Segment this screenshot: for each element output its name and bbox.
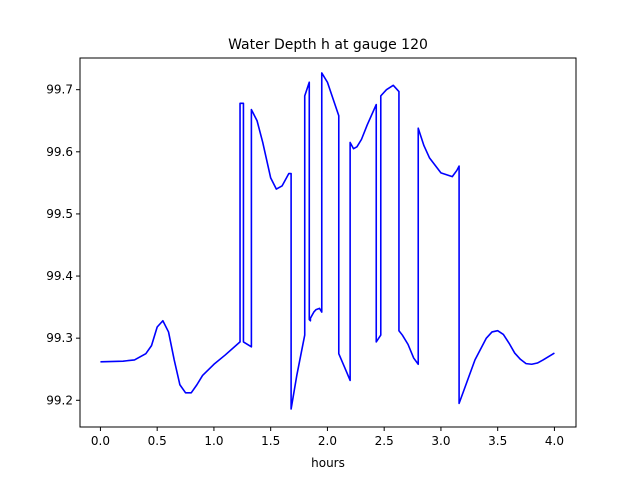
series-layer bbox=[100, 72, 555, 410]
chart-title: Water Depth h at gauge 120 bbox=[228, 37, 428, 53]
x-tick-label: 0.0 bbox=[91, 434, 110, 448]
y-tick-label: 99.4 bbox=[46, 269, 73, 283]
x-tick-label: 3.0 bbox=[431, 434, 450, 448]
x-tick-label: 0.5 bbox=[148, 434, 167, 448]
plot-frame bbox=[79, 57, 577, 428]
y-tick-label: 99.5 bbox=[46, 207, 73, 221]
x-tick-label: 1.0 bbox=[204, 434, 223, 448]
x-tick-label: 3.5 bbox=[488, 434, 507, 448]
water-depth-line bbox=[100, 72, 555, 410]
y-axis: 99.2 99.3 99.4 99.5 99.6 99.7 bbox=[46, 83, 80, 407]
x-axis-label: hours bbox=[311, 456, 345, 470]
x-tick-label: 2.5 bbox=[375, 434, 394, 448]
x-tick-label: 1.5 bbox=[261, 434, 280, 448]
y-tick-label: 99.2 bbox=[46, 393, 73, 407]
y-tick-label: 99.7 bbox=[46, 83, 73, 97]
y-tick-label: 99.6 bbox=[46, 145, 73, 159]
plot-region bbox=[100, 72, 555, 410]
y-tick-label: 99.3 bbox=[46, 331, 73, 345]
x-tick-label: 2.0 bbox=[318, 434, 337, 448]
x-tick-label: 4.0 bbox=[545, 434, 564, 448]
x-axis: 0.0 0.5 1.0 1.5 2.0 2.5 3.0 3.5 4.0 bbox=[91, 427, 564, 448]
